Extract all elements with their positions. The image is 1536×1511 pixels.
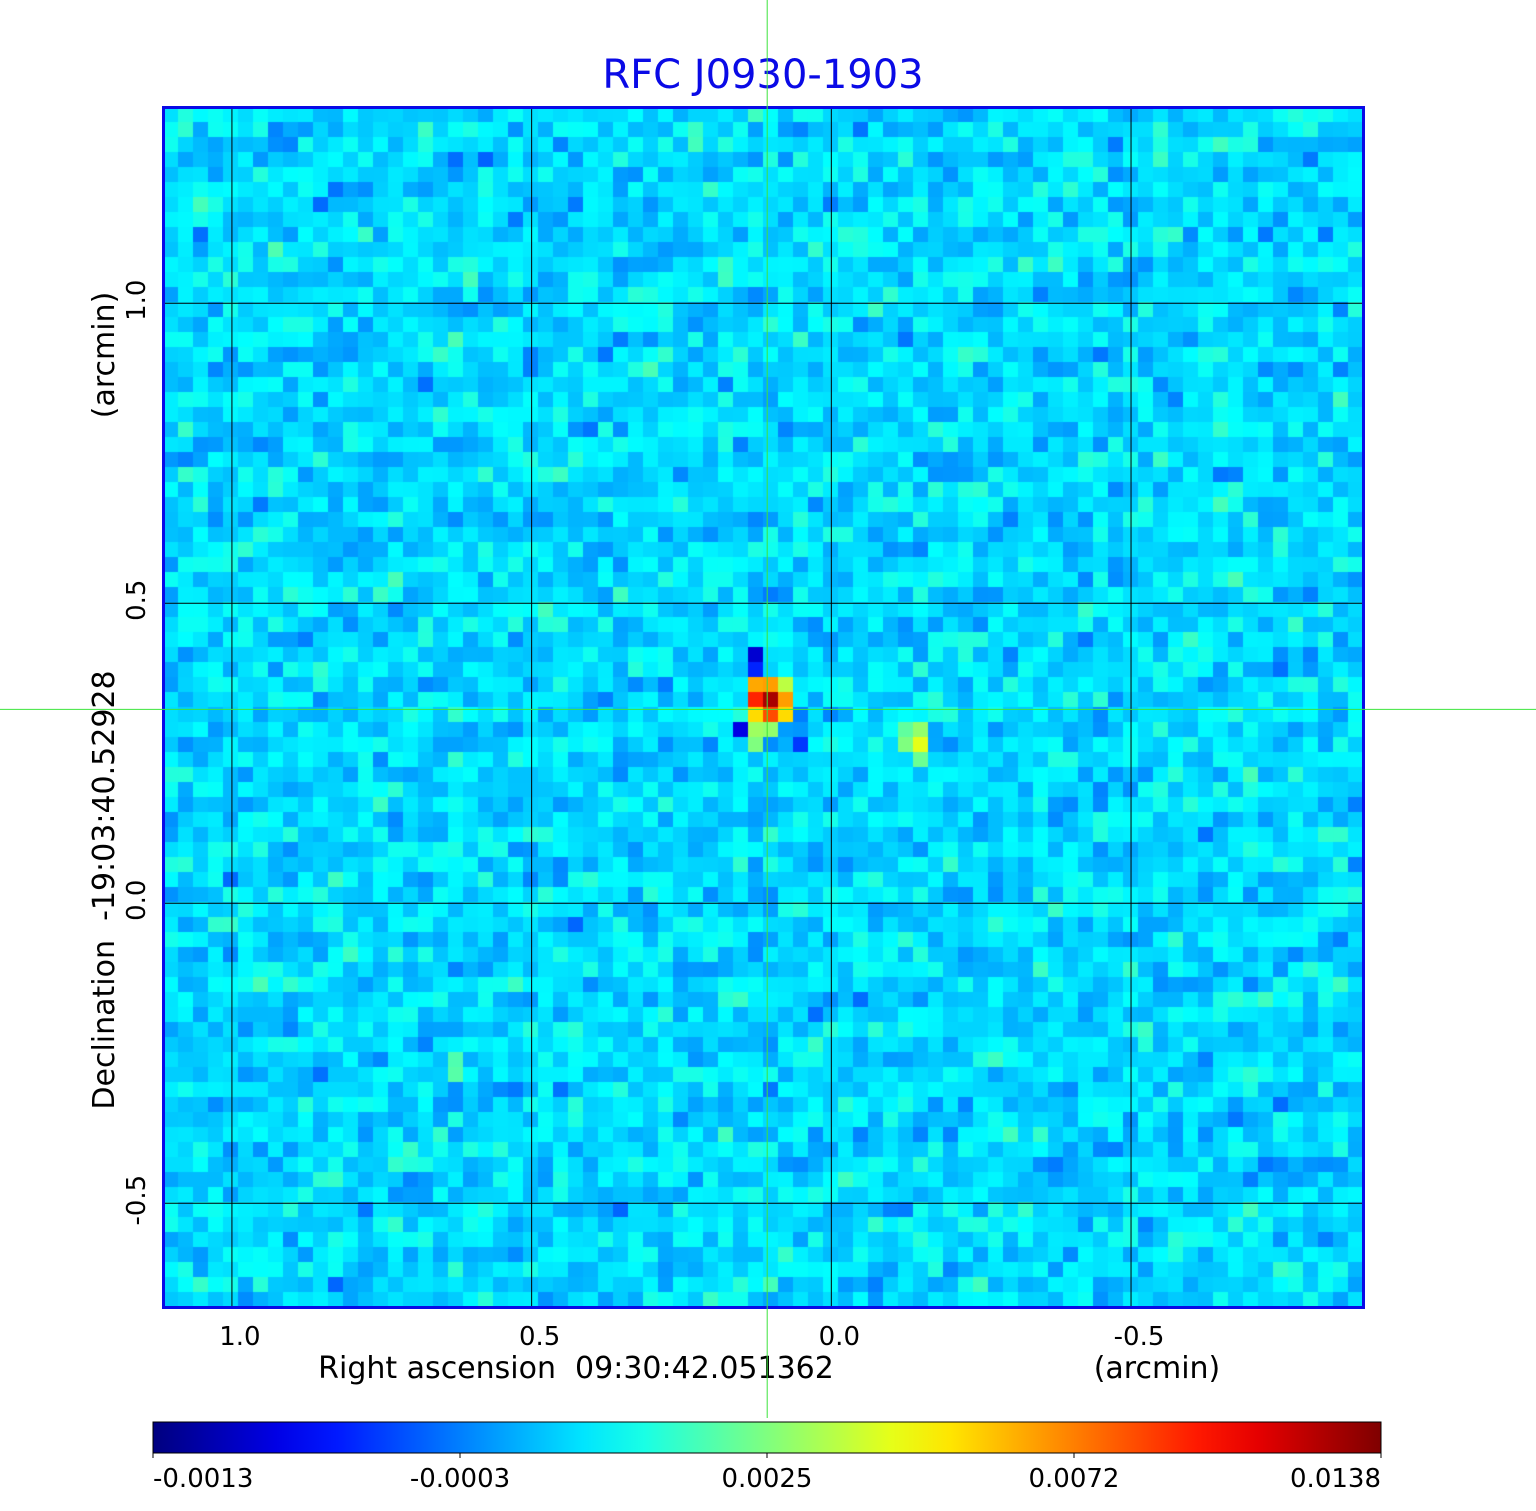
colorbar-tick-label: -0.0013: [153, 1464, 253, 1494]
grid-lines: [163, 107, 1363, 1307]
x-tick-labels: 1.0 0.5 0.0 -0.5: [219, 1322, 1164, 1352]
colorbar: [152, 1421, 1382, 1454]
y-tick-labels: 1.0 0.5 0.0 -0.5: [122, 280, 152, 1226]
y-tick-label: -0.5: [122, 1175, 152, 1226]
colorbar-tick-label: -0.0003: [410, 1464, 510, 1494]
y-tick-label: 0.0: [122, 880, 152, 921]
x-tick-label: -0.5: [1114, 1322, 1165, 1352]
y-tick-label: 0.5: [122, 580, 152, 621]
x-axis-label: Right ascension 09:30:42.051362: [318, 1351, 834, 1386]
image-raster-container: [163, 107, 1363, 1307]
colorbar-ticks: -0.0013 -0.0003 0.0025 0.0072 0.0138: [152, 1453, 1382, 1494]
image-raster: [163, 107, 1363, 1307]
chart-title: RFC J0930-1903: [602, 52, 923, 98]
y-tick-label: 1.0: [122, 280, 152, 321]
colorbar-tick-label: 0.0025: [722, 1464, 813, 1494]
x-tick-label: 1.0: [219, 1322, 260, 1352]
x-tick-label: 0.0: [819, 1322, 860, 1352]
y-axis-unit: (arcmin): [87, 292, 122, 419]
y-axis-label: Declination -19:03:40.52928: [87, 670, 122, 1109]
x-axis-unit: (arcmin): [1094, 1351, 1221, 1386]
colorbar-tick-label: 0.0138: [1290, 1464, 1381, 1494]
x-tick-label: 0.5: [519, 1322, 560, 1352]
crosshair[interactable]: [0, 0, 1536, 1418]
colorbar-tick-label: 0.0072: [1029, 1464, 1120, 1494]
plot-frame: [162, 106, 1365, 1309]
